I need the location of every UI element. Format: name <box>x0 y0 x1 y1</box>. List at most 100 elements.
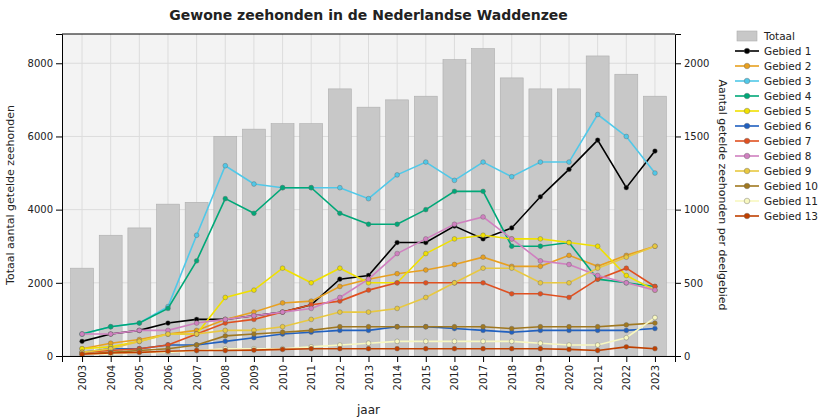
marker <box>395 222 400 227</box>
y-axis-label: Totaal aantal getelde zeehonden <box>4 105 17 286</box>
marker <box>108 324 113 329</box>
tick-label: 0 <box>47 351 53 362</box>
marker <box>452 262 457 267</box>
tick-label: 500 <box>684 278 703 289</box>
plot: 2003200420052006200720082009201020112012… <box>4 30 818 417</box>
marker <box>166 332 171 337</box>
line-series <box>80 344 658 356</box>
line-series <box>80 244 658 351</box>
line <box>82 140 655 341</box>
legend-swatch <box>737 31 757 41</box>
legend-marker <box>744 153 750 159</box>
marker <box>423 207 428 212</box>
marker <box>80 352 85 356</box>
marker <box>166 332 171 337</box>
line-series <box>80 112 658 336</box>
tick-mark <box>197 356 198 362</box>
marker <box>194 343 199 348</box>
marker <box>280 185 285 190</box>
legend-marker <box>744 48 750 54</box>
marker <box>252 313 257 318</box>
marker <box>481 346 486 351</box>
marker <box>624 328 629 333</box>
bar <box>586 56 609 356</box>
bar <box>71 268 94 356</box>
tick-label: 2013 <box>364 365 375 390</box>
marker <box>567 324 572 329</box>
marker <box>194 332 199 337</box>
marker <box>137 321 142 326</box>
marker <box>137 328 142 333</box>
legend-label: Gebied 3 <box>764 75 811 87</box>
tick: 2023 <box>650 356 661 390</box>
marker <box>452 280 457 285</box>
tick: 500 <box>675 278 703 289</box>
tick-mark <box>675 210 681 211</box>
y-axis: 02000400060008000 <box>28 35 63 362</box>
marker <box>223 317 228 322</box>
marker <box>337 277 342 282</box>
tick: 2005 <box>134 356 145 390</box>
line <box>82 217 655 334</box>
bar <box>443 60 466 356</box>
legend-label: Gebied 6 <box>764 120 812 132</box>
tick-mark <box>225 356 226 362</box>
tick-label: 2017 <box>478 365 489 390</box>
legend-item: Gebied 9 <box>735 165 811 177</box>
marker <box>509 237 514 242</box>
marker <box>567 240 572 245</box>
marker <box>252 288 257 293</box>
line-series <box>80 315 658 356</box>
marker <box>595 244 600 249</box>
marker <box>481 339 486 344</box>
tick-label: 1500 <box>684 131 709 142</box>
tick-label: 2007 <box>192 365 203 390</box>
tick-mark <box>569 356 570 362</box>
tick-label: 2014 <box>392 365 403 390</box>
grid <box>62 34 675 356</box>
tick-label: 2010 <box>278 365 289 390</box>
marker <box>509 339 514 344</box>
marker <box>395 339 400 344</box>
marker <box>194 348 199 353</box>
marker <box>280 266 285 271</box>
legend-label: Gebied 2 <box>764 60 811 72</box>
marker <box>567 280 572 285</box>
marker <box>80 352 85 356</box>
marker <box>538 194 543 199</box>
tick-mark <box>111 356 112 362</box>
line-series <box>80 266 658 355</box>
marker <box>280 324 285 329</box>
chart: 2003200420052006200720082009201020112012… <box>0 0 840 420</box>
tick-label: 2021 <box>593 365 604 390</box>
legend-marker <box>744 63 750 69</box>
legend-marker <box>744 123 750 129</box>
tick-mark <box>283 356 284 362</box>
tick-mark <box>397 356 398 362</box>
marker <box>395 324 400 329</box>
marker <box>452 178 457 183</box>
tick: 2015 <box>421 356 432 390</box>
marker <box>595 273 600 278</box>
marker <box>624 273 629 278</box>
marker <box>166 332 171 337</box>
marker <box>223 317 228 322</box>
marker <box>509 266 514 271</box>
legend-marker <box>744 138 750 144</box>
bar <box>357 107 380 356</box>
tick-label: 2009 <box>249 365 260 390</box>
marker <box>481 215 486 220</box>
line-series <box>80 244 658 355</box>
marker <box>252 348 257 353</box>
marker <box>366 196 371 201</box>
marker <box>366 277 371 282</box>
marker <box>423 251 428 256</box>
tick-mark <box>483 356 484 362</box>
marker <box>538 244 543 249</box>
marker <box>509 226 514 231</box>
marker <box>423 339 428 344</box>
tick-mark <box>598 356 599 362</box>
marker <box>567 295 572 300</box>
bar <box>615 74 638 356</box>
bar <box>271 124 294 356</box>
